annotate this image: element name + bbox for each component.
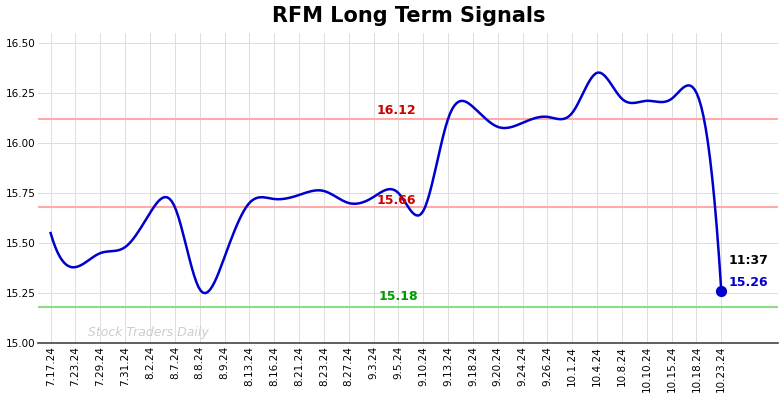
Point (715, 288, 728, 295)
Text: 15.66: 15.66 (376, 194, 416, 207)
Text: 16.12: 16.12 (376, 104, 416, 117)
Text: Stock Traders Daily: Stock Traders Daily (88, 326, 209, 339)
Title: RFM Long Term Signals: RFM Long Term Signals (271, 6, 545, 25)
Text: 15.26: 15.26 (729, 276, 768, 289)
Text: 15.18: 15.18 (379, 290, 418, 303)
Text: 11:37: 11:37 (729, 254, 768, 267)
